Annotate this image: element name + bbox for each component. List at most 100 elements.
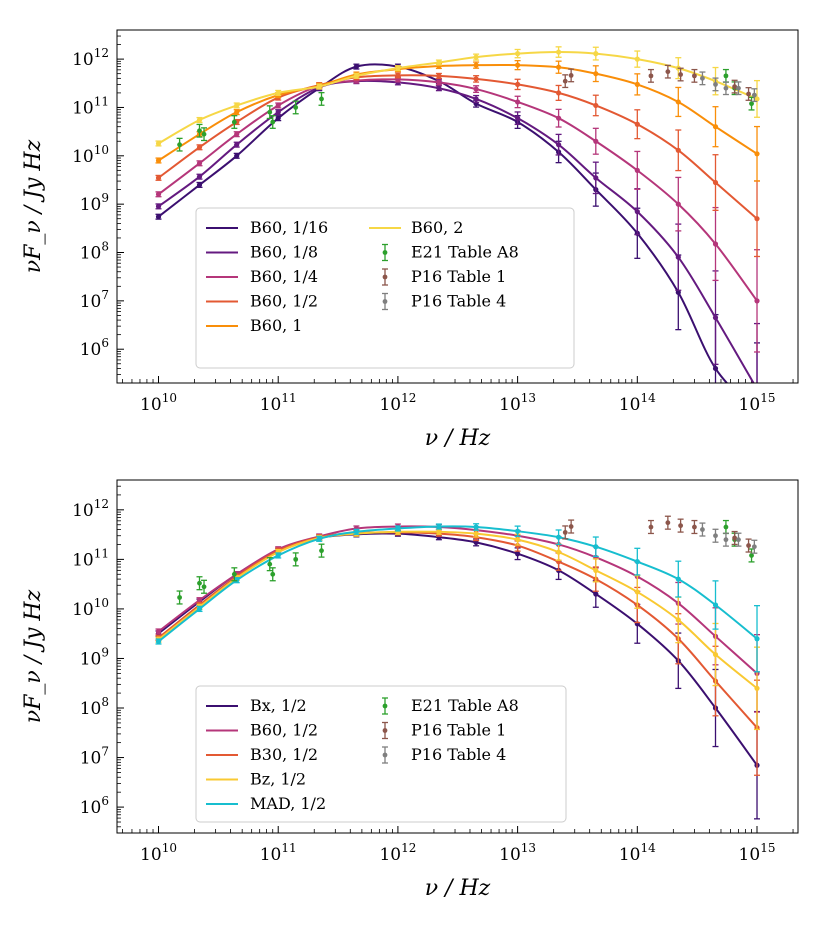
obs-point-1 <box>732 535 738 541</box>
series-point <box>712 241 719 247</box>
series-line-2 <box>157 78 758 302</box>
series-line-3 <box>157 74 758 220</box>
series-point <box>634 56 640 62</box>
obs-point-0 <box>293 556 299 562</box>
obs-point-1 <box>678 523 684 529</box>
series-point <box>675 576 681 582</box>
x-tick-label: 1014 <box>619 841 656 865</box>
series-point <box>675 289 681 295</box>
series-point <box>395 65 401 71</box>
obs-point-0 <box>293 105 299 110</box>
series-point <box>555 64 562 70</box>
series-point <box>155 628 162 635</box>
series-point <box>353 529 360 535</box>
obs-point-2 <box>736 537 741 543</box>
y-tick-label: 108 <box>80 240 109 264</box>
series-point <box>234 131 240 137</box>
obs-point-1 <box>678 72 684 77</box>
obs-point-1 <box>648 73 654 79</box>
obs-point-0 <box>201 584 207 590</box>
legend-entry: B60, 1/2 <box>250 721 318 740</box>
obs-point-0 <box>319 96 324 102</box>
y-tick-label: 108 <box>80 695 109 719</box>
series-point <box>473 54 479 60</box>
series-point <box>275 90 281 96</box>
series-point <box>515 551 521 557</box>
series-point <box>593 175 599 181</box>
obs-point-2 <box>723 85 729 91</box>
legend-entry: Bx, 1/2 <box>250 696 307 715</box>
series-point <box>436 73 442 79</box>
legend-entry: B60, 1/2 <box>250 292 318 311</box>
series-line-5 <box>158 51 758 145</box>
series-point <box>555 90 562 96</box>
series-point <box>675 201 681 207</box>
legend-entry: B60, 1/16 <box>250 218 328 237</box>
series-point <box>712 315 719 321</box>
x-tick-label: 1015 <box>739 391 776 415</box>
series-point <box>353 73 360 79</box>
obs-point-0 <box>749 101 754 107</box>
series-point <box>712 651 719 658</box>
legend-entry: E21 Table A8 <box>411 696 519 715</box>
x-tick-label: 1012 <box>379 391 416 415</box>
series-point <box>196 117 203 123</box>
obs-point-2 <box>723 537 729 543</box>
series-point <box>555 549 562 555</box>
x-tick-label: 1012 <box>379 841 416 865</box>
series-point <box>675 617 681 623</box>
obs-point-0 <box>177 595 182 600</box>
series-point <box>712 124 719 130</box>
chart-panel-bottom: 1010 1011 1012 1013 1014 1015 106 107 108 109 1010… <box>21 479 799 901</box>
series-point <box>395 72 401 79</box>
y-tick-label: 1012 <box>72 497 109 521</box>
series-point <box>155 191 162 197</box>
series-point <box>712 365 719 372</box>
series-point <box>515 62 521 68</box>
x-tick-label: 1011 <box>260 391 297 415</box>
series-point <box>473 524 479 530</box>
series-point <box>316 536 322 542</box>
data-layer <box>155 515 761 820</box>
y-tick-label: 1011 <box>72 546 109 570</box>
series-line-3 <box>157 530 758 690</box>
legend-entry: P16 Table 1 <box>411 721 506 740</box>
series-point <box>515 537 521 543</box>
obs-point-1 <box>562 78 568 84</box>
series-point <box>555 534 562 540</box>
obs-point-0 <box>231 119 237 125</box>
series-point <box>473 76 479 82</box>
y-tick-label: 107 <box>80 288 109 312</box>
y-tick-label: 109 <box>80 191 109 215</box>
series-point <box>234 109 240 115</box>
data-layer <box>155 46 761 383</box>
minor-ticks <box>117 479 794 834</box>
minor-ticks <box>117 29 794 384</box>
series-point <box>473 96 479 102</box>
x-axis-label: ν / Hz <box>425 426 491 451</box>
series-point <box>196 606 203 612</box>
series-point <box>593 544 599 550</box>
obs-point-1 <box>746 543 751 548</box>
series-point <box>593 71 599 77</box>
series-point <box>436 523 442 530</box>
obs-point-0 <box>197 128 202 134</box>
series-point <box>634 121 640 127</box>
series-point <box>196 160 203 166</box>
y-tick-label: 1010 <box>72 143 109 167</box>
series-point <box>634 81 640 87</box>
y-tick-label: 1011 <box>72 94 109 118</box>
series-point <box>675 254 681 260</box>
y-tick-label: 1010 <box>72 596 109 620</box>
x-tick-label: 1015 <box>739 841 776 865</box>
obs-point-0 <box>270 571 276 577</box>
obs-point-0 <box>749 553 754 558</box>
legend-entry: B60, 2 <box>411 218 463 237</box>
obs-point-2 <box>751 544 757 550</box>
legend: B60, 1/16 B60, 1/8 B60, 1/4 B60, 1/2 B60, 1 B… <box>195 207 575 369</box>
legend-swatch-point <box>382 274 388 280</box>
series-point <box>593 138 599 144</box>
series-point <box>155 175 162 181</box>
axes-frame <box>116 29 799 384</box>
series-point <box>155 214 162 220</box>
